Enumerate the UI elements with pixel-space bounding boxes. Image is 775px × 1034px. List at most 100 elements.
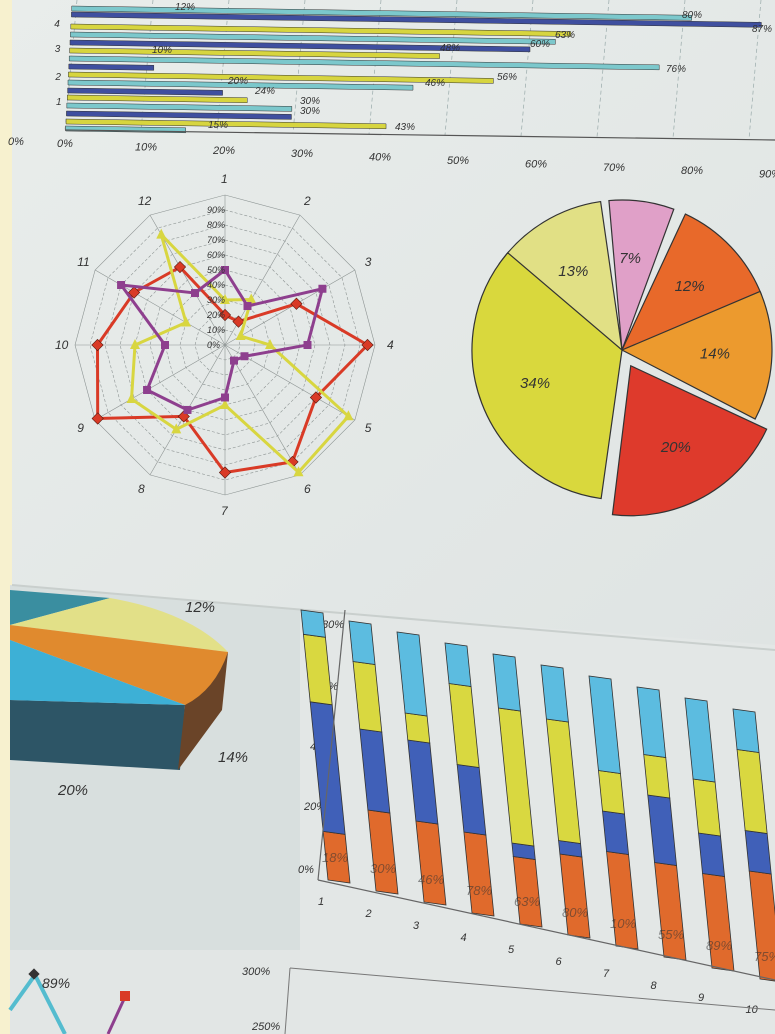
- hbar-value-label: 46%: [425, 78, 445, 89]
- hbar-gridline: [292, 0, 306, 134]
- pie-slice: [471, 251, 623, 500]
- pie-slice-label: 12%: [675, 278, 705, 295]
- radar-marker: [173, 260, 187, 274]
- stacked-bar-label: 63%: [514, 894, 540, 909]
- radar-axis-label: 11: [77, 255, 89, 269]
- radar-marker: [127, 286, 141, 299]
- stacked-x-tick: 6: [556, 956, 563, 968]
- stacked-segment: [492, 653, 521, 712]
- radar-marker: [171, 423, 182, 434]
- bottom-tick-250: 250%: [251, 1021, 280, 1033]
- stacked-segment: [698, 832, 725, 877]
- hbar-bar: [70, 31, 556, 45]
- pie-slice-label: 13%: [558, 263, 588, 280]
- radar-marker: [143, 386, 152, 394]
- radar-marker: [303, 341, 312, 349]
- radar-ring-label: 40%: [207, 280, 225, 290]
- stacked-segment: [636, 686, 667, 758]
- radar-ring-label: 70%: [207, 235, 225, 245]
- stacked-x-tick: 10: [746, 1004, 759, 1016]
- stacked-segment: [732, 708, 760, 753]
- pie3d-side-dark: [10, 700, 185, 770]
- hbar-bar: [69, 47, 440, 59]
- radar-marker: [243, 302, 252, 311]
- radar-marker: [235, 330, 246, 340]
- stacked-bar-label: 55%: [658, 927, 684, 942]
- radar-marker: [221, 393, 229, 402]
- stacked-x-tick: 3: [413, 920, 420, 932]
- radar-axis-label: 3: [365, 255, 372, 269]
- hbar-gridline: [368, 0, 382, 135]
- radar-axis-label: 2: [303, 194, 311, 208]
- hbar-value-label: 24%: [254, 86, 275, 97]
- radar-marker: [218, 466, 232, 479]
- hbar-bar: [71, 5, 692, 21]
- horizontal-bar-chart: 0% 10% 20% 30% 40% 50% 60% 70% 80% 90% 1 2 3 4 0% 80…: [8, 0, 775, 181]
- radar-ring-label: 50%: [207, 265, 225, 275]
- stacked-segment: [396, 631, 428, 717]
- stacked-x-tick: 4: [461, 932, 467, 944]
- pie-slice-label: 14%: [700, 346, 730, 363]
- radar-axis-label: 8: [138, 482, 145, 496]
- pie3d-slice-teal: [10, 590, 110, 625]
- hbar-value-label: 87%: [752, 24, 772, 35]
- stacked-bar-label: 30%: [370, 861, 396, 876]
- radar-marker: [293, 466, 304, 477]
- radar-marker: [220, 399, 230, 409]
- stacked-bar-label: 75%: [754, 949, 775, 964]
- radar-marker: [91, 412, 104, 425]
- hbar-value-label: 56%: [497, 72, 517, 83]
- pie3d-side-brown: [178, 652, 228, 770]
- hbar-bar: [71, 11, 762, 28]
- pie-slice: [620, 290, 773, 420]
- hbar-y-tick: 3: [55, 44, 61, 55]
- radar-axis-label: 4: [387, 338, 394, 352]
- hbar-bar: [68, 55, 660, 71]
- stacked-segment: [744, 830, 772, 875]
- hbar-x-tick: 40%: [369, 152, 391, 164]
- stacked-segment: [598, 770, 625, 815]
- hbar-value-label: 12%: [175, 2, 195, 13]
- stacked-segment: [684, 697, 716, 783]
- stacked-y-tick: 0%: [298, 864, 314, 876]
- hbar-value-label: 60%: [530, 39, 550, 50]
- radar-marker: [361, 338, 374, 352]
- pie3d-slice-yellow: [10, 598, 228, 652]
- stacked-bar-label: 78%: [466, 883, 492, 898]
- radar-marker: [161, 341, 169, 349]
- stacked-segment: [540, 664, 569, 723]
- hbar-value-label: 63%: [555, 30, 575, 41]
- stacked-segment: [602, 810, 629, 855]
- stacked-bar-label: 80%: [562, 905, 588, 920]
- hbar-x-tick: 80%: [681, 165, 703, 177]
- stacked-bar-label: 18%: [322, 850, 348, 865]
- bottom-tick-300: 300%: [242, 966, 270, 978]
- hbar-x-tick: 90%: [759, 169, 775, 181]
- pie-chart: 13% 7% 12% 14% 20% 34%: [471, 199, 773, 517]
- bottom-label-89: 89%: [42, 975, 70, 991]
- radar-axis-label: 1: [221, 172, 228, 186]
- pie3d-label-12: 12%: [185, 599, 215, 616]
- hbar-value-label: 43%: [395, 122, 415, 133]
- pie3d-label-20: 20%: [57, 782, 88, 799]
- radar-ring-label: 0%: [207, 340, 220, 350]
- hbar-bar: [68, 63, 155, 71]
- radar-spoke: [94, 344, 226, 421]
- pie3d-slice-orange: [10, 625, 228, 705]
- hbar-value-label: 20%: [227, 76, 248, 87]
- radar-marker: [246, 293, 257, 304]
- pie-slice-label: 7%: [619, 250, 641, 267]
- stacked-x-tick: 7: [603, 968, 610, 980]
- stacked-x-tick: 2: [365, 908, 372, 920]
- stacked-segment: [404, 712, 431, 744]
- pie3d-label-14: 14%: [218, 749, 248, 766]
- stacked-segment: [643, 754, 671, 799]
- pie-slice-label: 34%: [520, 375, 550, 392]
- radar-marker: [232, 315, 245, 328]
- radar-marker: [265, 339, 275, 349]
- hbar-bar: [67, 87, 223, 96]
- stacked-bar-label: 10%: [610, 916, 636, 931]
- hbar-value-label: 80%: [682, 10, 702, 21]
